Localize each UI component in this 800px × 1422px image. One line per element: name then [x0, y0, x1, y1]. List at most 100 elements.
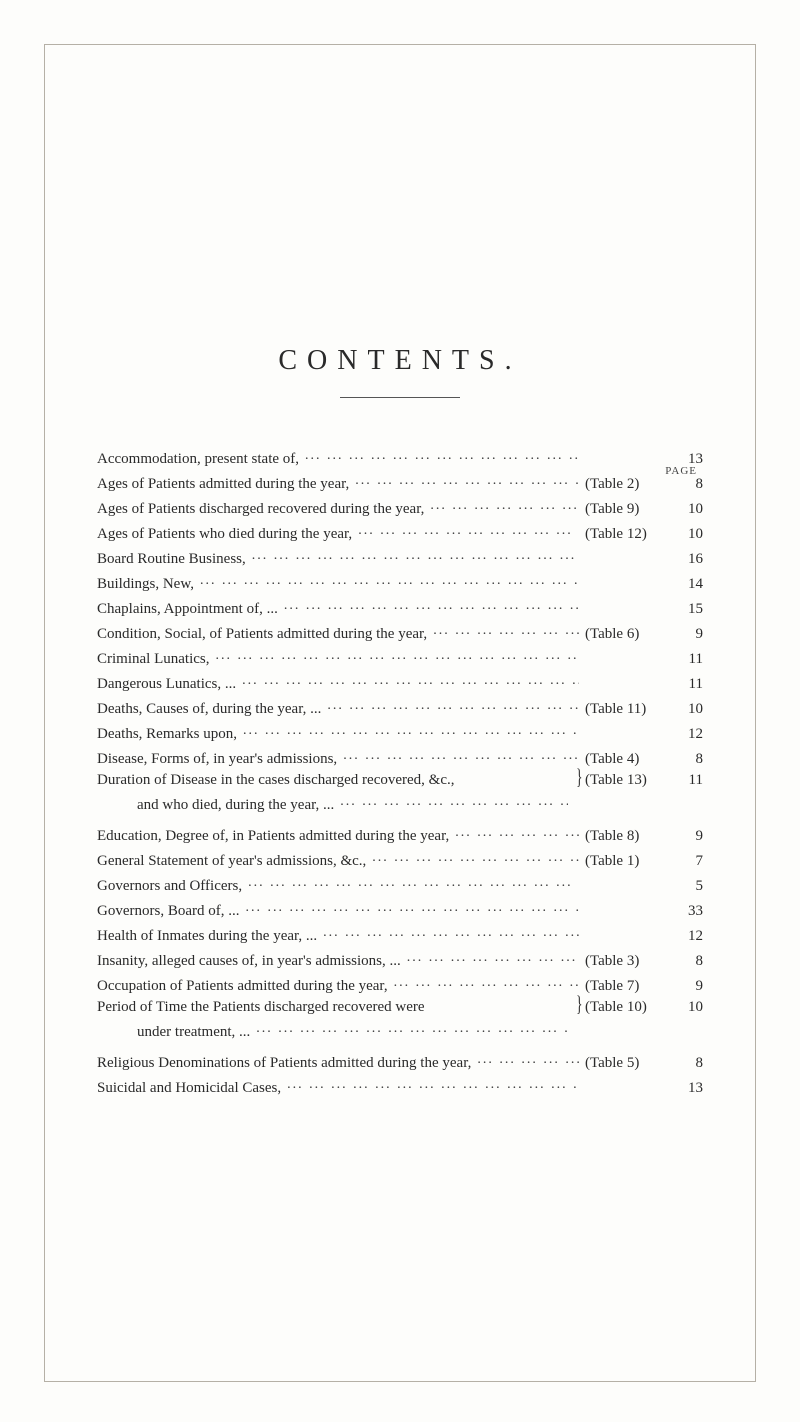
toc-table-ref: (Table 5)	[585, 1056, 675, 1071]
toc-entry: Buildings, New, 14	[97, 573, 703, 592]
toc-entry: Ages of Patients discharged recovered du…	[97, 498, 703, 517]
page-column-label: PAGE	[665, 465, 697, 477]
toc-table-ref: (Table 9)	[585, 502, 675, 517]
toc-leader	[477, 1052, 579, 1067]
toc-leader	[455, 825, 579, 840]
toc-page-number: 8	[675, 477, 703, 492]
toc-leader	[248, 875, 579, 890]
toc-table-ref: (Table 13)	[585, 773, 675, 788]
toc-label: Disease, Forms of, in year's admissions,	[97, 752, 337, 767]
toc-table-ref: (Table 7)	[585, 979, 675, 994]
toc-entry: Ages of Patients admitted during the yea…	[97, 473, 703, 492]
toc-label: General Statement of year's admissions, …	[97, 854, 366, 869]
toc-leader	[394, 975, 579, 990]
toc-label: Occupation of Patients admitted during t…	[97, 979, 388, 994]
toc-page-number: 7	[675, 854, 703, 869]
toc-table-ref: (Table 1)	[585, 854, 675, 869]
brace-icon: }	[577, 1000, 583, 1009]
toc-label: Health of Inmates during the year, ...	[97, 929, 317, 944]
toc-label: Ages of Patients discharged recovered du…	[97, 502, 424, 517]
toc-page-number: 5	[675, 879, 703, 894]
toc-label: Condition, Social, of Patients admitted …	[97, 627, 427, 642]
toc-leader	[252, 548, 579, 563]
toc-leader	[215, 648, 579, 663]
toc-entry: Accommodation, present state of,13	[97, 448, 703, 467]
toc-table-ref: (Table 8)	[585, 829, 675, 844]
toc-page-number: 8	[675, 1056, 703, 1071]
toc-page-number: 10	[675, 527, 703, 542]
page: CONTENTS. PAGE Accommodation, present st…	[0, 0, 800, 1422]
toc-entry: Criminal Lunatics, 11	[97, 648, 703, 667]
toc-entry: Health of Inmates during the year, ... 12	[97, 925, 703, 944]
toc-label: Buildings, New,	[97, 577, 194, 592]
toc-label: Accommodation, present state of,	[97, 452, 299, 467]
brace-icon: }	[577, 773, 583, 782]
toc-leader	[242, 673, 579, 688]
toc-leader	[287, 1077, 579, 1092]
toc-entry: Religious Denominations of Patients admi…	[97, 1052, 703, 1071]
toc-page-number: 10	[675, 1000, 703, 1015]
toc-label: Chaplains, Appointment of, ...	[97, 602, 278, 617]
toc-label: Insanity, alleged causes of, in year's a…	[97, 954, 401, 969]
toc-page-number: 33	[675, 904, 703, 919]
toc-page-number: 11	[675, 652, 703, 667]
toc-label: Criminal Lunatics,	[97, 652, 209, 667]
toc-page-number: 8	[675, 954, 703, 969]
table-of-contents: Accommodation, present state of,13Ages o…	[97, 448, 703, 1096]
toc-table-ref: (Table 2)	[585, 477, 675, 492]
toc-label: Dangerous Lunatics, ...	[97, 677, 236, 692]
toc-leader	[343, 748, 579, 763]
toc-leader	[433, 623, 579, 638]
toc-entry-multiline: Duration of Disease in the cases dischar…	[97, 773, 574, 819]
toc-page-number: 9	[675, 627, 703, 642]
toc-leader	[305, 448, 579, 463]
toc-leader	[323, 925, 579, 940]
toc-page-number: 9	[675, 829, 703, 844]
toc-table-ref: (Table 4)	[585, 752, 675, 767]
toc-table-ref: (Table 6)	[585, 627, 675, 642]
toc-label: Religious Denominations of Patients admi…	[97, 1056, 471, 1071]
title-rule	[340, 397, 460, 398]
toc-label: under treatment, ...	[97, 1025, 250, 1040]
toc-entry: Governors, Board of, ... 33	[97, 900, 703, 919]
toc-entry: Suicidal and Homicidal Cases, 13	[97, 1077, 703, 1096]
toc-page-number: 15	[675, 602, 703, 617]
toc-label: Deaths, Causes of, during the year, ...	[97, 702, 321, 717]
toc-label: and who died, during the year, ...	[97, 798, 334, 813]
toc-leader	[200, 573, 579, 588]
toc-label: Suicidal and Homicidal Cases,	[97, 1081, 281, 1096]
toc-leader	[340, 794, 568, 809]
toc-entry: Occupation of Patients admitted during t…	[97, 975, 703, 994]
toc-page-number: 12	[675, 929, 703, 944]
toc-leader	[430, 498, 579, 513]
toc-page-number: 14	[675, 577, 703, 592]
toc-entry: Duration of Disease in the cases dischar…	[97, 773, 703, 819]
toc-leader	[284, 598, 579, 613]
toc-page-number: 16	[675, 552, 703, 567]
toc-entry: Board Routine Business, 16	[97, 548, 703, 567]
toc-leader	[256, 1021, 568, 1036]
toc-leader	[407, 950, 579, 965]
toc-entry: Ages of Patients who died during the yea…	[97, 523, 703, 542]
toc-page-number: 11	[675, 677, 703, 692]
toc-entry-multiline: Period of Time the Patients discharged r…	[97, 1000, 574, 1046]
toc-entry: Deaths, Remarks upon,12	[97, 723, 703, 742]
toc-label: Ages of Patients admitted during the yea…	[97, 477, 349, 492]
toc-page-number: 13	[675, 1081, 703, 1096]
toc-entry: Disease, Forms of, in year's admissions,…	[97, 748, 703, 767]
toc-entry: Governors and Officers,5	[97, 875, 703, 894]
toc-leader	[355, 473, 579, 488]
toc-entry: General Statement of year's admissions, …	[97, 850, 703, 869]
toc-label: Board Routine Business,	[97, 552, 246, 567]
toc-page-number: 12	[675, 727, 703, 742]
toc-entry: Deaths, Causes of, during the year, ...(…	[97, 698, 703, 717]
toc-entry: Period of Time the Patients discharged r…	[97, 1000, 703, 1046]
toc-page-number: 11	[675, 773, 703, 788]
toc-table-ref: (Table 10)	[585, 1000, 675, 1015]
toc-leader	[372, 850, 579, 865]
toc-label: Governors, Board of, ...	[97, 904, 239, 919]
toc-page-number: 8	[675, 752, 703, 767]
toc-leader	[243, 723, 579, 738]
toc-label: Duration of Disease in the cases dischar…	[97, 773, 455, 788]
toc-leader	[245, 900, 579, 915]
